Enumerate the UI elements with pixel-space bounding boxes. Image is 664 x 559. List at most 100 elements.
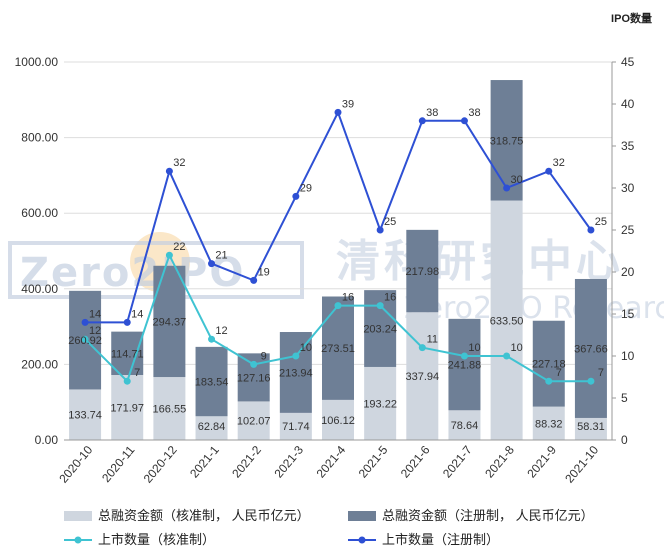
point-label-hezhun: 7 xyxy=(134,367,140,379)
point-hezhun xyxy=(81,335,89,343)
bar-hezhun xyxy=(195,416,228,440)
bar-zhuce xyxy=(195,346,228,417)
y2-tick-label: 30 xyxy=(621,181,635,195)
y2-tick-label: 25 xyxy=(621,223,635,237)
point-label-zhuce: 38 xyxy=(426,107,438,119)
point-zhuce xyxy=(334,108,342,116)
point-label-zhuce: 25 xyxy=(595,216,607,228)
y-tick-label: 800.00 xyxy=(21,131,58,145)
point-zhuce xyxy=(587,226,595,234)
legend-marker xyxy=(74,536,82,544)
point-label-zhuce: 32 xyxy=(553,157,565,169)
y2-tick-label: 5 xyxy=(621,391,628,405)
bar-label-hezhun: 337.94 xyxy=(405,371,439,383)
point-hezhun xyxy=(123,377,131,385)
bar-label-zhuce: 260.92 xyxy=(68,335,102,347)
bar-label-hezhun: 106.12 xyxy=(321,415,355,427)
bar-hezhun xyxy=(574,417,607,440)
bar-hezhun xyxy=(532,406,565,440)
point-zhuce xyxy=(165,167,173,175)
bar-label-zhuce: 273.51 xyxy=(321,343,355,355)
x-tick-label: 2020-12 xyxy=(141,443,180,486)
point-label-zhuce: 25 xyxy=(384,216,396,228)
x-tick-label: 2021-7 xyxy=(440,443,475,481)
point-zhuce xyxy=(545,167,553,175)
bar-label-hezhun: 58.31 xyxy=(577,421,605,433)
legend-swatch xyxy=(348,511,376,521)
bar-zhuce xyxy=(279,332,312,413)
bar-hezhun xyxy=(448,410,481,440)
bar-label-hezhun: 71.74 xyxy=(282,421,310,433)
x-tick-label: 2020-11 xyxy=(99,443,138,485)
x-tick-label: 2021-1 xyxy=(187,443,222,481)
watermark-cn: 清科研究中心 xyxy=(336,236,624,287)
point-label-hezhun: 22 xyxy=(173,241,185,253)
point-label-hezhun: 7 xyxy=(598,367,604,379)
point-label-zhuce: 19 xyxy=(258,266,270,278)
legend: 总融资金额（核准制， 人民币亿元） 总融资金额（注册制， 人民币亿元） 上市数量（核… xyxy=(64,508,594,547)
bar-hezhun xyxy=(237,401,270,440)
point-zhuce xyxy=(292,192,300,200)
bar-label-zhuce: 367.66 xyxy=(574,343,608,355)
point-zhuce xyxy=(418,117,426,125)
bar-zhuce xyxy=(322,296,354,400)
bar-zhuce xyxy=(406,229,439,313)
y2-axis-title: IPO数量 xyxy=(611,11,652,25)
x-tick-label: 2021-3 xyxy=(271,443,306,481)
point-label-zhuce: 14 xyxy=(89,308,101,320)
bar-zhuce xyxy=(448,318,481,411)
legend-label: 总融资金额（核准制， 人民币亿元） xyxy=(98,508,310,523)
point-label-hezhun: 10 xyxy=(510,342,522,354)
point-zhuce xyxy=(376,226,384,234)
point-label-zhuce: 21 xyxy=(215,250,227,262)
y2-tick-label: 45 xyxy=(621,55,635,69)
bar-zhuce xyxy=(490,80,523,201)
bar-label-zhuce: 203.24 xyxy=(363,324,397,336)
point-hezhun xyxy=(545,377,553,385)
y2-tick-label: 10 xyxy=(621,349,635,363)
bar-hezhun xyxy=(69,389,102,440)
bars xyxy=(69,80,607,440)
point-label-hezhun: 9 xyxy=(261,350,267,362)
bar-label-zhuce: 318.75 xyxy=(490,135,524,147)
legend-label: 上市数量（核准制） xyxy=(98,532,215,547)
bar-label-zhuce: 213.94 xyxy=(279,367,313,379)
point-zhuce xyxy=(81,318,89,326)
data-labels: 133.74 260.92 171.97 114.71 166.55 294.37 62.8… xyxy=(68,98,608,433)
point-label-hezhun: 16 xyxy=(384,292,396,304)
bar-zhuce xyxy=(111,331,144,375)
point-label-zhuce: 30 xyxy=(510,174,522,186)
bar-label-zhuce: 241.88 xyxy=(448,360,482,372)
y-tick-label: 0.00 xyxy=(35,433,59,447)
point-hezhun xyxy=(376,302,384,310)
y2-tick-label: 20 xyxy=(621,265,635,279)
point-hezhun xyxy=(250,360,258,368)
bar-label-hezhun: 133.74 xyxy=(68,410,102,422)
point-label-hezhun: 10 xyxy=(468,342,480,354)
x-tick-label: 2021-8 xyxy=(482,443,517,481)
bar-hezhun xyxy=(279,412,312,440)
point-label-hezhun: 11 xyxy=(427,334,438,346)
point-label-hezhun: 7 xyxy=(556,367,562,379)
bar-label-hezhun: 193.22 xyxy=(363,398,397,410)
bar-hezhun xyxy=(322,399,354,440)
x-tick-label: 2021-6 xyxy=(398,443,433,481)
point-hezhun xyxy=(292,352,300,360)
x-tick-label: 2021-2 xyxy=(229,443,264,481)
point-hezhun xyxy=(460,352,468,360)
point-hezhun xyxy=(208,335,216,343)
bar-label-zhuce: 127.16 xyxy=(237,372,271,384)
bar-label-zhuce: 114.71 xyxy=(111,348,144,360)
point-zhuce xyxy=(250,276,258,284)
x-tick-label: 2021-5 xyxy=(356,443,391,481)
legend-label: 总融资金额（注册制， 人民币亿元） xyxy=(382,508,594,523)
bar-label-zhuce: 183.54 xyxy=(195,377,229,389)
bar-label-hezhun: 633.50 xyxy=(490,315,524,327)
bar-label-hezhun: 166.55 xyxy=(153,404,187,416)
y-tick-label: 1000.00 xyxy=(15,55,59,69)
point-label-zhuce: 14 xyxy=(131,308,143,320)
bar-zhuce xyxy=(574,278,607,418)
